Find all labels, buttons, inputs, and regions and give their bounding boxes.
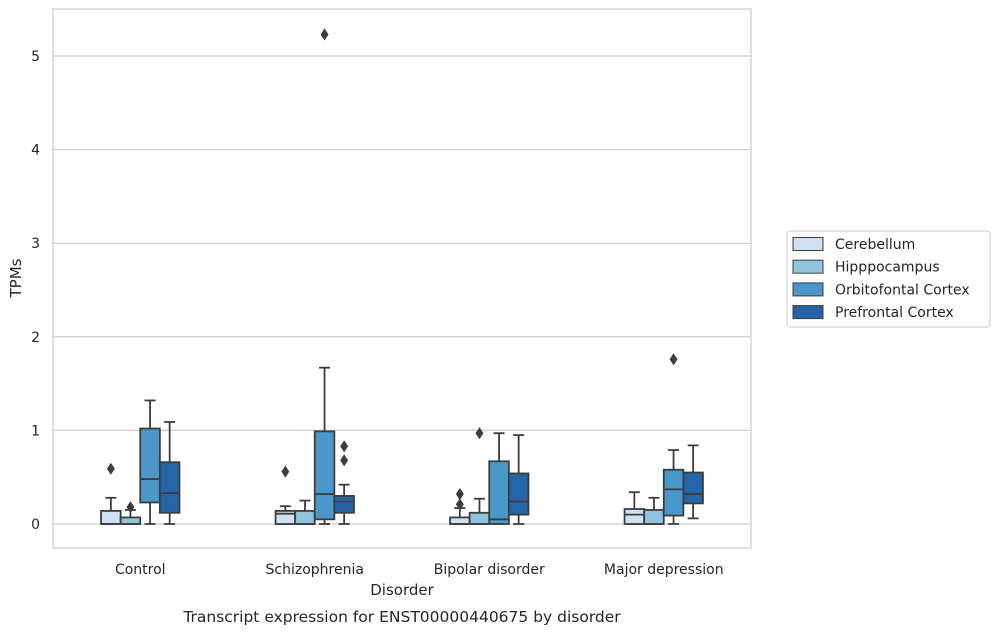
box-iqr bbox=[468, 511, 491, 525]
legend-label: Orbitofontal Cortex bbox=[835, 282, 970, 298]
legend-label: Cerebellum bbox=[835, 237, 915, 253]
box-control bbox=[158, 421, 181, 525]
legend-item-orbitofontal-cortex: Orbitofontal Cortex bbox=[792, 282, 970, 298]
legend-label: Prefrontal Cortex bbox=[835, 305, 954, 321]
box-bipolar-disorder bbox=[468, 427, 491, 525]
box-iqr bbox=[333, 495, 355, 514]
legend-item-hipppocampus: Hipppocampus bbox=[792, 259, 940, 276]
x-tick-label: Major depression bbox=[604, 562, 724, 578]
box-schizophrenia bbox=[313, 28, 336, 525]
outlier-point bbox=[281, 465, 290, 478]
legend-item-prefrontal-cortex: Prefrontal Cortex bbox=[792, 305, 954, 321]
outlier-point bbox=[669, 353, 678, 366]
legend-frame bbox=[786, 230, 991, 328]
y-tick-label-0: 0 bbox=[31, 517, 40, 533]
box-bipolar-disorder bbox=[488, 432, 510, 525]
figure-caption: Transcript expression for ENST0000044067… bbox=[182, 608, 621, 626]
box-schizophrenia bbox=[274, 465, 297, 525]
box-major-depression bbox=[682, 444, 704, 520]
box-bipolar-disorder bbox=[449, 488, 471, 525]
legend-swatch bbox=[792, 305, 824, 320]
legend-swatch bbox=[792, 259, 824, 274]
box-major-depression bbox=[643, 496, 665, 525]
y-axis-ticks: 0 1 2 3 4 5 bbox=[31, 49, 40, 533]
x-axis-ticks: Control Schizophrenia Bipolar disorder Majo… bbox=[115, 562, 724, 578]
plot-area-frame bbox=[52, 8, 752, 549]
series-cerebellum bbox=[100, 462, 646, 525]
box-schizophrenia bbox=[333, 440, 355, 525]
box-iqr bbox=[507, 472, 530, 516]
x-axis-title: Disorder bbox=[370, 581, 434, 599]
y-tick-label-1: 1 bbox=[31, 423, 40, 439]
outlier-point bbox=[455, 498, 464, 511]
box-iqr bbox=[449, 516, 471, 525]
series-hipppocampus bbox=[119, 427, 665, 525]
y-tick-label-5: 5 bbox=[31, 49, 40, 65]
y-tick-label-4: 4 bbox=[31, 143, 40, 159]
outlier-point bbox=[320, 28, 329, 41]
box-major-depression bbox=[623, 491, 646, 525]
outlier-point bbox=[455, 488, 464, 501]
outlier-point bbox=[126, 501, 135, 514]
box-iqr bbox=[313, 430, 336, 521]
box-major-depression bbox=[662, 353, 685, 525]
box-iqr bbox=[643, 509, 665, 525]
y-tick-label-3: 3 bbox=[31, 236, 40, 252]
box-iqr bbox=[682, 471, 704, 505]
box-iqr bbox=[623, 508, 646, 525]
legend-label: Hipppocampus bbox=[835, 260, 940, 276]
x-tick-label: Control bbox=[115, 562, 166, 578]
x-tick-label: Bipolar disorder bbox=[434, 562, 545, 578]
box-iqr bbox=[488, 460, 510, 525]
legend-swatch bbox=[792, 282, 824, 297]
box-control bbox=[119, 501, 142, 525]
y-tick-label-2: 2 bbox=[31, 330, 40, 346]
box-iqr bbox=[294, 509, 316, 525]
box-control bbox=[100, 462, 122, 525]
legend: Cerebellum Hipppocampus Orbitofontal Corte… bbox=[786, 230, 991, 328]
box-iqr bbox=[139, 427, 161, 504]
box-plot-series bbox=[100, 28, 704, 525]
y-axis-title: TPMs bbox=[7, 258, 25, 298]
box-bipolar-disorder bbox=[507, 434, 530, 525]
box-iqr bbox=[119, 516, 142, 525]
legend-swatch bbox=[792, 237, 824, 251]
outlier-point bbox=[106, 462, 115, 475]
box-iqr bbox=[662, 468, 685, 517]
series-prefrontal-cortex bbox=[158, 421, 704, 525]
outlier-point bbox=[475, 427, 484, 440]
box-iqr bbox=[158, 461, 181, 514]
box-control bbox=[139, 399, 161, 525]
box-iqr bbox=[100, 509, 122, 525]
legend-item-cerebellum: Cerebellum bbox=[792, 237, 915, 253]
outlier-point bbox=[340, 440, 349, 453]
series-orbitofontal-cortex bbox=[139, 28, 685, 525]
box-schizophrenia bbox=[294, 499, 316, 525]
outlier-point bbox=[340, 454, 349, 467]
x-tick-label: Schizophrenia bbox=[266, 562, 364, 578]
